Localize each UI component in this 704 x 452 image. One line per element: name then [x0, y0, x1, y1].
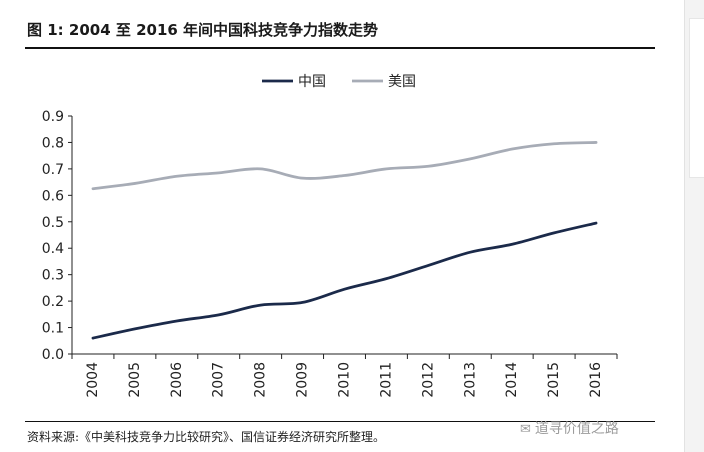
- top-rule: [25, 47, 655, 49]
- x-tick-label: 2008: [253, 362, 269, 398]
- y-tick-label: 0.2: [42, 294, 64, 310]
- wechat-icon: ✉: [520, 422, 531, 437]
- x-tick-label: 2005: [127, 362, 143, 398]
- x-tick-label: 2013: [462, 362, 478, 398]
- chart-legend: 中国 美国: [262, 74, 416, 90]
- source-note: 资料来源:《中美科技竞争力比较研究》、国信证券经济研究所整理。: [27, 430, 386, 444]
- x-tick-label: 2015: [546, 362, 562, 398]
- y-tick-label: 0.4: [42, 241, 64, 257]
- watermark-text: 道寻价值之路: [534, 421, 619, 437]
- chart-axes: 0.0 0.1 0.2 0.3 0.4 0.5 0.6 0.7 0.8 0.9 2004 2005 20…: [42, 109, 618, 398]
- series-line-1: [91, 141, 598, 191]
- x-tick-label: 2012: [420, 362, 436, 398]
- y-tick-label: 0.5: [42, 215, 64, 231]
- x-tick-label: 2004: [85, 362, 101, 398]
- y-tick-label: 0.1: [42, 321, 64, 337]
- x-tick-label: 2009: [295, 362, 311, 398]
- series-line-0: [91, 221, 598, 340]
- legend-label-1: 美国: [388, 74, 416, 90]
- bottom-rule: [25, 421, 655, 422]
- y-tick-label: 0.8: [42, 135, 64, 151]
- x-tick-label: 2006: [169, 362, 185, 398]
- side-panel: [684, 0, 704, 452]
- watermark: ✉ 道寻价值之路: [520, 418, 619, 438]
- y-tick-label: 0.0: [42, 347, 64, 363]
- x-tick-label: 2014: [504, 362, 520, 398]
- y-tick-label: 0.3: [42, 268, 64, 284]
- y-tick-label: 0.7: [42, 162, 64, 178]
- x-tick-label: 2007: [211, 362, 227, 398]
- side-panel-card: [689, 18, 704, 178]
- figure-title: 图 1: 2004 至 2016 年间中国科技竞争力指数走势: [27, 21, 379, 39]
- x-tick-label: 2011: [378, 362, 394, 398]
- y-tick-label: 0.9: [42, 109, 64, 125]
- chart-series: [91, 141, 598, 340]
- x-tick-label: 2016: [588, 362, 604, 398]
- x-tick-label: 2010: [337, 362, 353, 398]
- y-tick-label: 0.6: [42, 188, 64, 204]
- legend-label-0: 中国: [298, 74, 326, 90]
